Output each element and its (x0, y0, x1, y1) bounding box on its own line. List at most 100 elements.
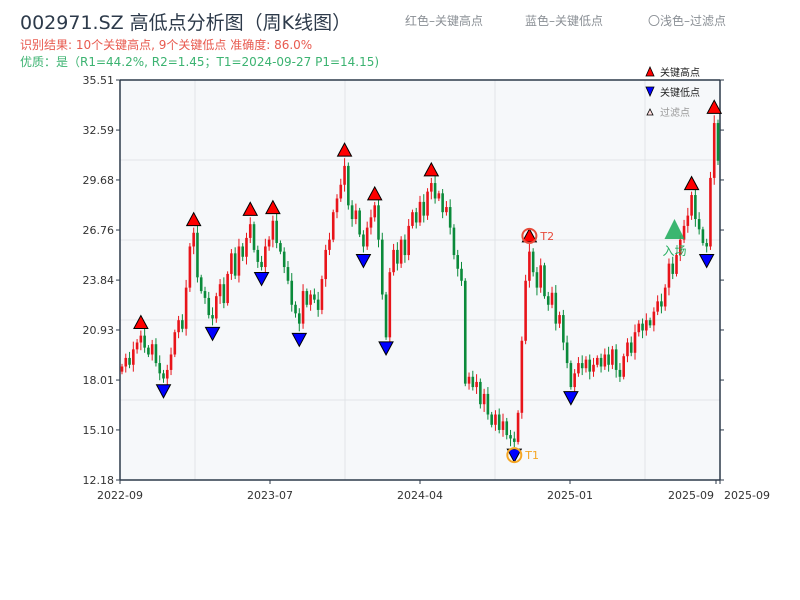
candle-body (150, 344, 154, 355)
candle (682, 219, 686, 244)
candle-body (264, 246, 267, 268)
candle-body (656, 301, 659, 312)
y-tick-label: 29.68 (83, 174, 115, 187)
candle (331, 209, 335, 243)
candle (305, 288, 309, 308)
candle (618, 363, 622, 382)
legend-high-label: 关键高点 (660, 66, 700, 79)
candle-body (660, 301, 663, 307)
candle (554, 285, 558, 331)
candle-body (252, 224, 256, 250)
candle-body (705, 243, 708, 247)
candle-body (407, 225, 410, 256)
candle (497, 408, 501, 434)
candle-body (667, 263, 671, 288)
candle-body (588, 359, 592, 372)
candle (701, 226, 705, 246)
candle-body (629, 342, 633, 353)
candle (467, 372, 471, 390)
candle-body (528, 251, 531, 281)
candle (539, 258, 543, 293)
candle (218, 279, 222, 304)
candle-body (520, 340, 524, 413)
candle (573, 369, 576, 394)
candle-body (380, 239, 384, 295)
candle-body (524, 280, 527, 341)
key-high-marker (133, 314, 149, 329)
candle-body (279, 243, 282, 252)
candle (562, 309, 565, 351)
candle-body (324, 249, 327, 280)
candle-body (373, 205, 377, 218)
legend-filtered-icon (646, 108, 654, 116)
candle (347, 162, 350, 210)
candle-body (305, 291, 309, 305)
key-low-marker (355, 253, 372, 269)
candle-body (565, 342, 569, 364)
candle (637, 320, 641, 337)
candle (645, 313, 648, 336)
result-line: 识别结果: 10个关键高点, 9个关键低点 准确度: 86.0% (20, 38, 313, 52)
candle (437, 190, 441, 202)
candle (592, 357, 595, 377)
candle-body (230, 253, 233, 274)
candle-body (637, 323, 641, 333)
candle-body (716, 123, 720, 161)
t2-label: T2 (539, 230, 554, 243)
candle (418, 195, 422, 226)
candle-body (237, 246, 241, 276)
candle (505, 417, 509, 440)
candle-body (128, 357, 131, 365)
y-tick-label: 20.93 (83, 324, 115, 337)
candle (252, 221, 256, 253)
candle-body (347, 165, 350, 206)
candle-body (388, 272, 392, 338)
candle-body (467, 376, 471, 384)
candle (124, 353, 128, 373)
candle (460, 261, 463, 286)
candle (509, 429, 512, 447)
candle-body (445, 207, 448, 213)
candle (222, 277, 226, 309)
candle-body (577, 363, 580, 374)
candle (384, 291, 388, 340)
candle-body (181, 320, 184, 329)
candle-body (622, 356, 625, 377)
candle (531, 248, 535, 277)
candle (256, 245, 260, 268)
candle-body (316, 299, 320, 310)
candle-body (682, 225, 686, 240)
candle-body (218, 284, 222, 297)
key-high-marker (706, 99, 723, 114)
candle-body (132, 349, 135, 365)
candle (528, 243, 531, 288)
candle-body (505, 421, 509, 436)
candle-body (177, 320, 180, 333)
candle (709, 171, 712, 250)
candle (494, 410, 497, 431)
candle (358, 207, 361, 238)
candle-body (335, 198, 339, 213)
candle-body (584, 359, 588, 369)
candle (290, 273, 294, 312)
candle-body (712, 123, 716, 178)
candle (697, 212, 701, 235)
candle (158, 355, 162, 381)
candle (414, 207, 418, 229)
header-legend-red: 红色–关键高点 (405, 14, 484, 28)
candle (652, 307, 656, 332)
candle-body (648, 320, 652, 326)
candle-body (188, 246, 192, 288)
candle-body (701, 229, 705, 244)
candle (399, 236, 403, 268)
candle-body (678, 239, 682, 256)
candle (614, 344, 618, 378)
candle (626, 338, 629, 363)
candle (181, 314, 184, 333)
candle (203, 286, 207, 304)
candle (456, 249, 460, 277)
candle-body (618, 369, 622, 377)
